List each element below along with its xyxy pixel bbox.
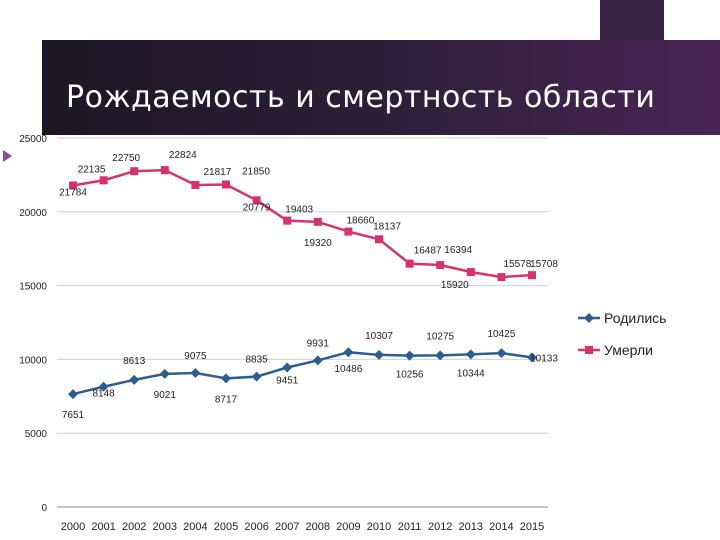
title-banner [42,40,720,135]
series-line [72,168,533,279]
legend-marker [584,313,594,323]
data-label: 9075 [184,351,207,362]
data-point-marker [435,350,446,361]
data-point-marker [98,381,109,392]
data-point-marker [404,350,415,361]
data-point-marker [191,180,200,189]
series-line [72,350,533,396]
data-label: 15578 [503,259,531,270]
slide-title: Рождаемость и смертность области [66,80,656,115]
data-point-marker [99,176,108,185]
data-point-marker [282,362,293,373]
data-label: 20779 [243,202,271,213]
data-label: 8148 [92,389,115,400]
y-tick-label: 5000 [25,429,48,440]
accent-arrow-icon [3,150,12,162]
data-point-marker [221,373,231,384]
data-point-marker [527,352,537,363]
x-tick-label: 2002 [122,521,146,533]
x-tick-label: 2010 [367,521,391,533]
x-tick-label: 2011 [398,521,422,533]
data-label: 10256 [396,370,424,381]
data-point-marker [312,355,323,366]
data-point-marker [129,374,140,385]
data-label: 21850 [242,166,270,177]
data-label: 16487 [414,246,442,257]
data-point-marker [68,389,78,400]
x-tick-label: 2001 [91,521,115,533]
data-point-marker [405,259,414,268]
x-tick-label: 2006 [244,521,268,533]
data-point-marker [252,196,261,205]
data-label: 9451 [276,376,299,387]
data-label: 10307 [365,331,393,342]
data-point-marker [497,273,506,282]
data-label: 9021 [154,390,177,401]
y-tick-label: 15000 [19,282,47,293]
x-tick-label: 2012 [428,521,452,533]
data-point-marker [313,217,322,226]
data-label: 8717 [215,394,238,405]
data-point-marker [436,261,445,270]
data-label: 19403 [285,205,313,216]
x-tick-label: 2014 [489,521,513,533]
data-point-marker [222,180,230,189]
legend-label: Умерли [604,342,653,358]
data-label: 15920 [441,280,469,291]
corner-decoration [600,0,664,40]
data-point-marker [160,166,169,175]
data-label: 15708 [530,259,558,270]
data-point-marker [496,348,507,359]
data-label: 22750 [112,153,140,164]
data-label: 9931 [307,338,330,349]
y-tick-label: 20000 [19,208,47,219]
x-tick-label: 2009 [336,521,360,533]
data-point-marker [528,271,536,280]
x-tick-label: 2013 [459,521,483,533]
data-label: 18137 [373,221,401,232]
data-label: 8835 [245,355,268,366]
data-label: 10425 [487,329,515,340]
x-tick-label: 2008 [306,521,330,533]
data-label: 10486 [334,364,362,375]
y-tick-label: 25000 [19,134,47,145]
y-tick-label: 0 [41,503,47,514]
data-label: 16394 [444,245,472,256]
data-label: 21817 [203,167,231,178]
data-point-marker [375,235,383,244]
data-label: 10275 [426,331,454,342]
data-point-marker [190,368,201,379]
data-label: 18660 [346,216,374,227]
data-point-marker [251,371,262,382]
data-label: 10344 [457,368,485,379]
data-point-marker [69,181,77,190]
legend-label: Родились [604,310,666,326]
y-tick-label: 10000 [19,355,47,366]
x-tick-label: 2004 [183,521,207,533]
x-tick-label: 2015 [520,521,544,533]
data-label: 19320 [304,238,332,249]
data-label: 7651 [62,410,85,421]
legend-marker [585,346,593,354]
data-point-marker [343,347,354,358]
data-point-marker [374,349,384,360]
data-label: 8613 [123,356,146,367]
x-tick-label: 2005 [214,521,238,533]
data-label: 22135 [78,164,106,175]
data-point-marker [159,368,170,379]
x-tick-label: 2007 [275,521,299,533]
data-point-marker [130,167,139,176]
data-point-marker [283,216,292,225]
data-label: 21784 [59,187,87,198]
data-point-marker [465,349,476,360]
x-tick-label: 2000 [61,521,85,533]
data-point-marker [466,268,475,277]
data-label: 10133 [530,353,558,364]
data-point-marker [344,227,353,236]
data-label: 22824 [169,150,197,161]
x-tick-label: 2003 [153,521,177,533]
